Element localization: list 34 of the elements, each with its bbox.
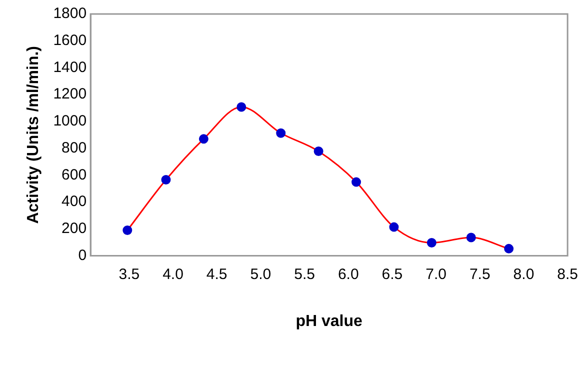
- x-tick-label: 7.0: [426, 266, 446, 283]
- y-tick-label: 1200: [53, 86, 87, 103]
- y-tick-label: 1600: [53, 32, 87, 50]
- x-tick-label: 5.0: [250, 266, 272, 283]
- point: [276, 128, 286, 138]
- x-tick-label: 3.5: [118, 266, 140, 283]
- x-tick-label: 6.0: [338, 266, 359, 283]
- y-tick-label: 400: [62, 193, 87, 210]
- y-axis-title: Activity (Units /ml/min.): [25, 46, 42, 224]
- x-tick-label: 4.0: [162, 266, 184, 283]
- point: [352, 177, 362, 187]
- x-tick-label: 4.5: [206, 266, 228, 283]
- point: [198, 134, 208, 144]
- y-tick-label: 1000: [53, 112, 87, 130]
- point: [161, 175, 171, 185]
- x-tick-label: 7.5: [469, 266, 490, 283]
- point: [314, 146, 324, 156]
- point: [236, 102, 246, 112]
- x-tick-label: 6.5: [382, 266, 403, 283]
- point: [466, 232, 476, 242]
- point: [426, 238, 436, 248]
- point: [122, 226, 132, 236]
- x-tick-label: 8.0: [513, 266, 534, 283]
- point: [504, 244, 514, 254]
- y-tick-label: 800: [62, 139, 87, 156]
- x-tick-label: 5.5: [294, 266, 315, 283]
- point: [389, 222, 399, 232]
- x-tick-label: 8.5: [557, 266, 578, 283]
- y-tick-label: 1800: [53, 5, 87, 22]
- y-tick-label: 0: [78, 246, 87, 264]
- y-tick-label: 600: [62, 166, 87, 184]
- y-tick-label: 200: [62, 220, 87, 238]
- y-tick-label: 1400: [53, 58, 87, 76]
- x-axis-title: pH value: [296, 312, 363, 330]
